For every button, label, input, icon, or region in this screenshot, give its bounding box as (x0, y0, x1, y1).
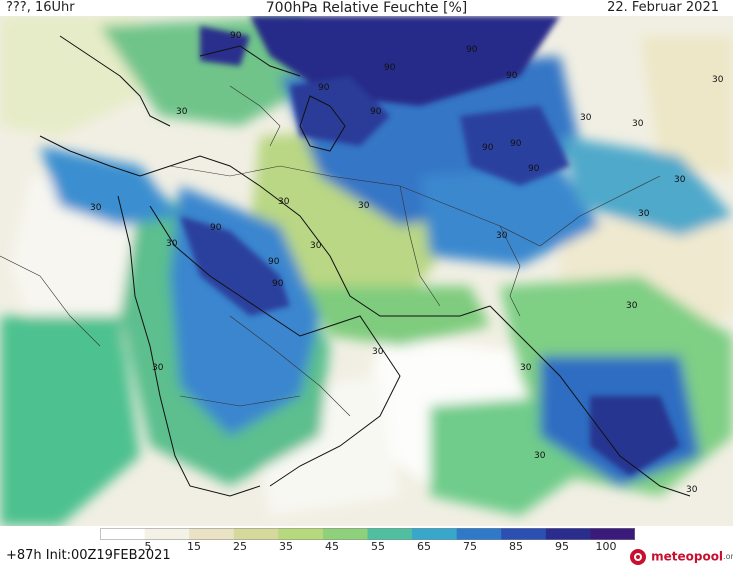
contour-label-low: 30 (166, 239, 178, 249)
color-scale-border (100, 528, 635, 540)
color-scale-segment (189, 528, 235, 540)
contour-label-low: 30 (686, 485, 698, 495)
color-scale-segment (278, 528, 324, 540)
contour-label-high: 90 (318, 83, 330, 93)
color-scale-segment (322, 528, 368, 540)
coastlines (39, 35, 691, 497)
contour-label-high: 90 (506, 71, 518, 81)
legend-tick-label: 65 (417, 540, 431, 553)
contour-label-low: 30 (310, 241, 322, 251)
contour-label-high: 90 (268, 257, 280, 267)
color-scale-segment (367, 528, 413, 540)
color-scale-segment (233, 528, 279, 540)
legend-tick-label: 25 (233, 540, 247, 553)
contour-label-high: 90 (528, 164, 540, 174)
logo-text: meteopool (651, 549, 724, 564)
contour-labels: 90 90 90 90 90 90 90 90 90 90 90 90 30 3… (90, 31, 724, 495)
map-title: 700hPa Relative Feuchte [%] (265, 0, 468, 16)
meteopool-logo-icon (630, 548, 646, 565)
contour-label-low: 30 (372, 347, 384, 357)
meteopool-logo[interactable]: meteopool.org (630, 546, 733, 565)
contour-label-high: 90 (510, 139, 522, 149)
legend-tick-label: 15 (187, 540, 201, 553)
contour-label-low: 30 (580, 113, 592, 123)
color-scale-segment (144, 528, 190, 540)
legend-tick-label: 95 (555, 540, 569, 553)
contour-label-high: 90 (210, 223, 222, 233)
contour-label-low: 30 (520, 363, 532, 373)
contour-label-low: 30 (176, 107, 188, 117)
contour-label-low: 30 (712, 75, 724, 85)
legend-tick-label: 75 (463, 540, 477, 553)
color-scale-segment (412, 528, 458, 540)
color-scale-bar (100, 528, 635, 540)
valid-time-label: ???, 16Uhr (6, 0, 75, 15)
contour-label-low: 30 (632, 119, 644, 129)
color-scale-segment (100, 528, 146, 540)
contour-label-low: 30 (496, 231, 508, 241)
contour-label-high: 90 (482, 143, 494, 153)
contour-label-low: 30 (638, 209, 650, 219)
contour-label-low: 30 (152, 363, 164, 373)
humidity-map: 90 90 90 90 90 90 90 90 90 90 90 90 30 3… (0, 16, 733, 526)
legend-tick-label: 85 (509, 540, 523, 553)
contour-label-low: 30 (358, 201, 370, 211)
humidity-cores (180, 16, 680, 476)
contour-label-high: 90 (466, 45, 478, 55)
contour-label-low: 30 (534, 451, 546, 461)
legend-tick-label: 5 (144, 540, 152, 553)
legend-tick-label: 45 (325, 540, 339, 553)
color-scale-segment (590, 528, 635, 540)
legend-tick-label: 100 (595, 540, 617, 553)
contour-label-low: 30 (674, 175, 686, 185)
contour-label-low: 30 (278, 197, 290, 207)
color-scale-segment (501, 528, 547, 540)
borders (0, 85, 661, 417)
contour-label-low: 30 (626, 301, 638, 311)
model-run-info: +87h Init:00Z19FEB2021 (6, 548, 171, 563)
contour-label-high: 90 (272, 279, 284, 289)
valid-date-label: 22. Februar 2021 (607, 0, 719, 15)
color-scale-segment (456, 528, 502, 540)
contour-label-high: 90 (230, 31, 242, 41)
contour-label-high: 90 (370, 107, 382, 117)
logo-tld: .org (723, 552, 733, 561)
legend-tick-label: 35 (279, 540, 293, 553)
legend-tick-label: 55 (371, 540, 385, 553)
contour-label-low: 30 (90, 203, 102, 213)
color-scale-segment (545, 528, 591, 540)
contour-label-high: 90 (384, 63, 396, 73)
humidity-field (0, 16, 733, 526)
